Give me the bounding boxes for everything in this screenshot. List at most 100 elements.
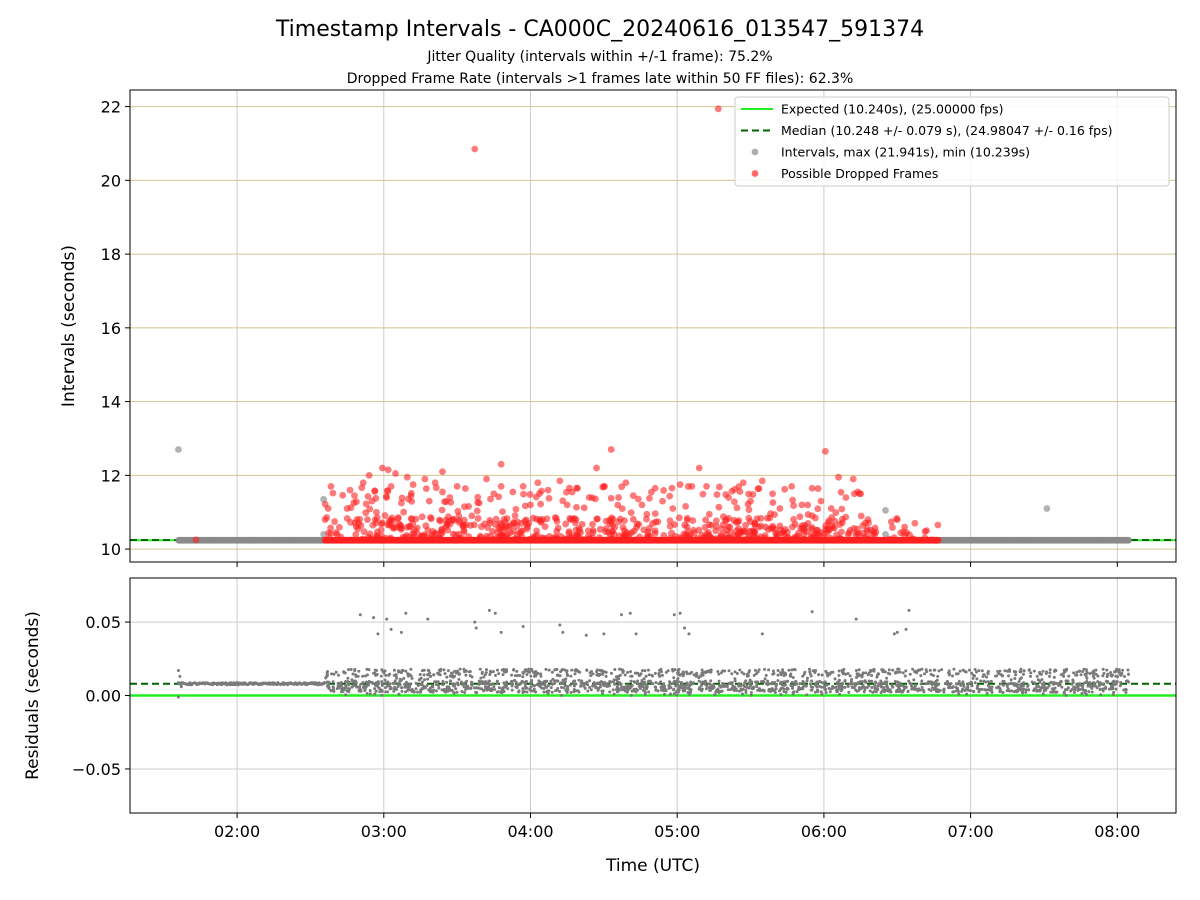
dropped-frame-point	[814, 485, 822, 492]
residual-point	[634, 632, 638, 636]
residual-point	[512, 668, 516, 672]
residual-point	[629, 693, 633, 697]
residual-point	[620, 685, 624, 689]
interval-point	[882, 506, 889, 514]
residual-point	[406, 683, 410, 687]
residual-point	[1115, 680, 1119, 684]
dropped-frame-point	[923, 527, 931, 535]
dropped-frame-point	[652, 536, 660, 544]
residual-point	[1115, 667, 1119, 671]
residual-point	[920, 679, 924, 683]
dropped-frame-point	[638, 501, 646, 509]
dropped-frames-series	[192, 105, 942, 544]
intervals-y-tick-label: 20	[101, 171, 121, 190]
dropped-frame-point	[784, 534, 792, 542]
dropped-frame-point	[359, 535, 366, 543]
residual-point	[803, 670, 807, 674]
residual-point	[895, 630, 899, 634]
residual-point	[709, 670, 713, 674]
dropped-frame-point	[442, 523, 450, 531]
dropped-frame-point	[509, 488, 517, 496]
residual-point	[984, 680, 988, 684]
residual-point	[502, 681, 506, 685]
dropped-frame-point	[620, 533, 628, 541]
dropped-frame-point	[475, 499, 483, 507]
residual-point	[645, 685, 649, 689]
dropped-frame-point	[727, 528, 735, 536]
dropped-frame-point	[431, 479, 439, 487]
residual-point	[396, 669, 400, 673]
residual-point	[373, 692, 377, 696]
residual-point	[473, 620, 477, 624]
dropped-frame-point	[511, 512, 519, 520]
residual-point	[780, 683, 784, 687]
residual-point	[487, 608, 491, 612]
residual-point	[861, 672, 865, 676]
residual-point	[1081, 688, 1085, 692]
residual-point	[434, 689, 438, 693]
dropped-frame-point	[660, 487, 667, 494]
dropped-frame-point	[595, 534, 603, 541]
dropped-frame-point	[373, 508, 380, 516]
residual-point	[931, 673, 935, 677]
residual-point	[853, 682, 857, 686]
residual-point	[1109, 687, 1113, 691]
residual-point	[596, 681, 600, 685]
dropped-frame-point	[585, 494, 593, 501]
dropped-frame-point	[718, 525, 726, 533]
residual-point	[767, 688, 771, 692]
dropped-frame-point	[352, 498, 360, 506]
residual-point	[911, 667, 915, 671]
residual-point	[738, 668, 742, 672]
dropped-frame-point	[592, 495, 599, 503]
residual-point	[547, 689, 551, 693]
residual-point	[1050, 687, 1054, 691]
x-tick-label: 07:00	[948, 822, 994, 841]
residual-point	[891, 668, 895, 672]
residual-point	[770, 681, 774, 685]
residual-point	[445, 675, 449, 679]
dropped-frame-point	[720, 513, 727, 521]
residual-point	[713, 693, 717, 697]
legend-marker-dot	[751, 170, 759, 177]
residual-point	[1018, 683, 1022, 687]
residual-point	[779, 692, 783, 696]
residual-point	[1078, 688, 1082, 692]
residual-point	[1098, 683, 1102, 687]
residual-point	[643, 669, 647, 673]
residual-point	[629, 670, 633, 674]
residual-point	[600, 689, 604, 693]
residual-point	[935, 678, 939, 682]
residual-point	[416, 684, 420, 688]
residual-point	[486, 682, 490, 686]
residual-point	[969, 680, 973, 684]
residual-point	[453, 682, 457, 686]
residual-point	[598, 682, 602, 686]
residual-point	[677, 680, 681, 684]
residual-point	[387, 673, 391, 677]
intervals-y-tick-label: 14	[101, 393, 121, 412]
residual-point	[685, 681, 689, 685]
residual-point	[598, 673, 602, 677]
chart-subtitle-jitter: Jitter Quality (intervals within +/-1 fr…	[426, 49, 772, 65]
residual-point	[1038, 671, 1042, 675]
residual-point	[908, 672, 912, 676]
residual-point	[521, 687, 525, 691]
residual-point	[331, 680, 335, 684]
residual-point	[539, 674, 543, 678]
residual-point	[402, 676, 406, 680]
dropped-frame-point	[542, 534, 550, 542]
residual-point	[493, 687, 497, 691]
residual-point	[847, 690, 851, 694]
residual-point	[404, 669, 408, 673]
residual-point	[828, 690, 832, 694]
residual-point	[950, 685, 954, 689]
dropped-frame-point	[615, 494, 622, 501]
residual-point	[1076, 684, 1080, 688]
dropped-frame-point	[798, 501, 806, 509]
dropped-frame-point	[713, 491, 721, 499]
residual-point	[570, 668, 574, 672]
residual-point	[505, 684, 509, 688]
residual-point	[420, 687, 424, 691]
residual-point	[546, 684, 550, 688]
